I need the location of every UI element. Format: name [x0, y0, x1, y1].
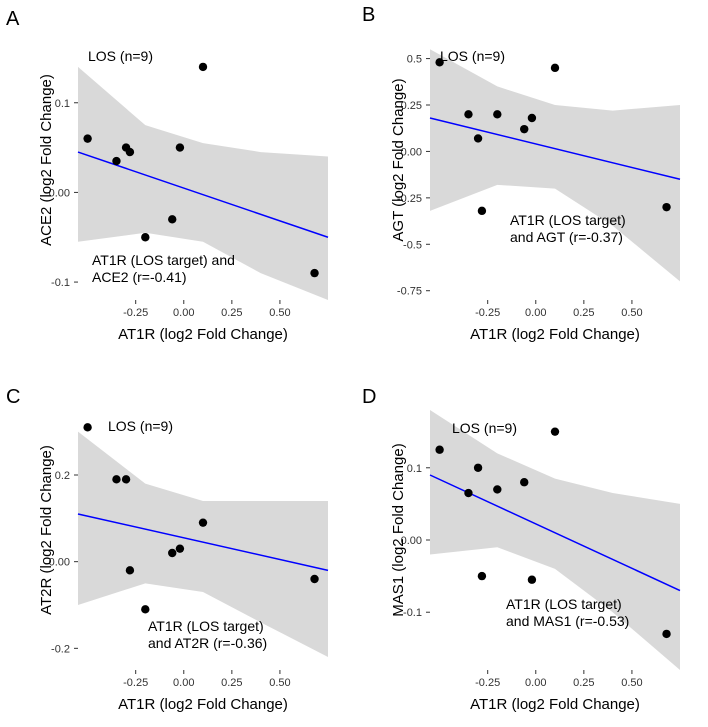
scatter-plot-b: -0.250.000.250.50-0.75-0.5-0.250.000.250… [380, 35, 685, 325]
ylabel-c: AT2R (log2 Fold Change) [38, 400, 55, 660]
svg-text:-0.25: -0.25 [475, 677, 500, 689]
svg-text:0.2: 0.2 [55, 470, 70, 482]
panel-label-c: C [6, 386, 20, 409]
svg-text:0.1: 0.1 [55, 98, 70, 110]
svg-text:0.25: 0.25 [221, 677, 242, 689]
ylabel-b: AGT (log2 Fold Change) [390, 30, 407, 290]
panel-label-b: B [362, 4, 375, 27]
panel-label-d: D [362, 386, 376, 409]
figure-root: A -0.250.000.250.50-0.10.000.1 LOS (n=9)… [0, 0, 708, 727]
bot-annot-b: AT1R (LOS target) and AGT (r=-0.37) [510, 212, 626, 246]
plot-d: -0.250.000.250.50-0.10.000.1 [430, 410, 680, 670]
top-annot-d: LOS (n=9) [452, 420, 517, 437]
scatter-plot-d: -0.250.000.250.50-0.10.000.1 [380, 405, 685, 695]
top-annot-b: LOS (n=9) [440, 48, 505, 65]
svg-text:-0.25: -0.25 [123, 307, 148, 319]
svg-text:-0.25: -0.25 [475, 307, 500, 319]
svg-text:0.00: 0.00 [173, 677, 194, 689]
svg-text:-0.25: -0.25 [123, 677, 148, 689]
top-annot-a: LOS (n=9) [88, 48, 153, 65]
ylabel-d: MAS1 (log2 Fold Change) [390, 400, 407, 660]
svg-text:0.25: 0.25 [221, 307, 242, 319]
svg-text:0.25: 0.25 [573, 677, 594, 689]
bot-annot-d: AT1R (LOS target) and MAS1 (r=-0.53) [506, 596, 629, 630]
xlabel-c: AT1R (log2 Fold Change) [78, 696, 328, 713]
svg-text:0.50: 0.50 [269, 677, 290, 689]
ylabel-a: ACE2 (log2 Fold Change) [38, 30, 55, 290]
svg-text:0.50: 0.50 [269, 307, 290, 319]
svg-text:0.00: 0.00 [525, 677, 546, 689]
svg-text:0.1: 0.1 [407, 463, 422, 475]
xlabel-a: AT1R (log2 Fold Change) [78, 326, 328, 343]
bot-annot-c: AT1R (LOS target) and AT2R (r=-0.36) [148, 618, 267, 652]
svg-text:0.50: 0.50 [621, 677, 642, 689]
bot-annot-a: AT1R (LOS target) and ACE2 (r=-0.41) [92, 252, 235, 286]
svg-text:0.00: 0.00 [173, 307, 194, 319]
xlabel-b: AT1R (log2 Fold Change) [430, 326, 680, 343]
xlabel-d: AT1R (log2 Fold Change) [430, 696, 680, 713]
top-annot-c: LOS (n=9) [108, 418, 173, 435]
svg-text:0.25: 0.25 [573, 307, 594, 319]
svg-text:0.00: 0.00 [525, 307, 546, 319]
plot-b: -0.250.000.250.50-0.75-0.5-0.250.000.250… [430, 40, 680, 300]
panel-label-a: A [6, 8, 19, 31]
svg-text:0.5: 0.5 [407, 54, 422, 66]
svg-text:0.50: 0.50 [621, 307, 642, 319]
